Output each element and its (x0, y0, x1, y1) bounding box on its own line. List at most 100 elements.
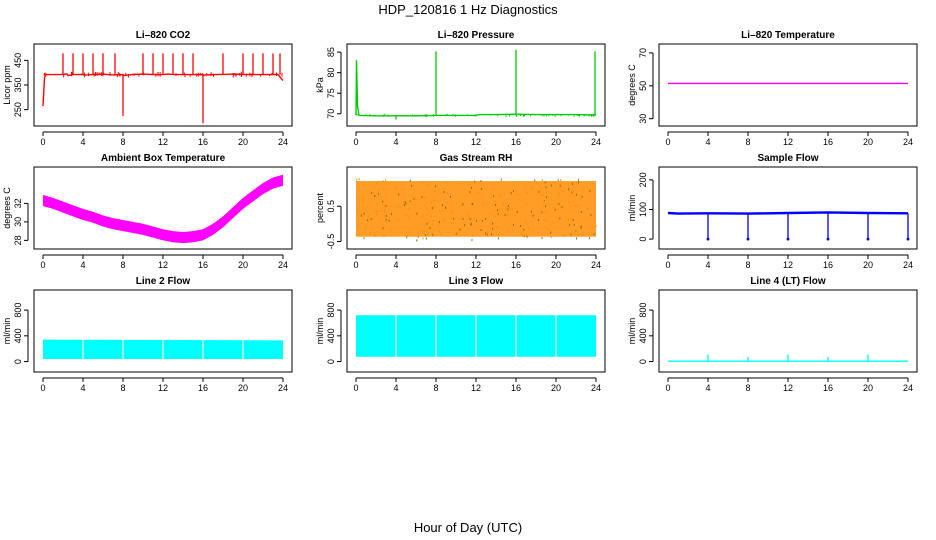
series-point (409, 179, 411, 182)
x-tick-label: 20 (238, 137, 248, 147)
series-point (542, 193, 544, 196)
x-tick-label: 24 (278, 137, 288, 147)
series-point (424, 219, 426, 222)
series-point (372, 186, 374, 189)
series-point (395, 187, 397, 190)
series-point (376, 213, 378, 216)
panel-title: Line 3 Flow (449, 276, 504, 287)
y-tick-label: 100 (638, 202, 648, 217)
y-tick-label: 85 (326, 47, 336, 57)
series-line (355, 60, 597, 117)
series-point (405, 214, 407, 217)
series-point (470, 186, 472, 189)
series-point (554, 208, 556, 211)
series-point (507, 208, 509, 211)
series-point (588, 237, 590, 240)
series-point (866, 237, 870, 241)
series-point (561, 190, 563, 193)
x-tick-label: 8 (120, 137, 125, 147)
plot-area (668, 354, 908, 362)
series-point (470, 222, 472, 225)
series-point (417, 235, 419, 238)
series-point (474, 180, 476, 183)
y-tick-label: 70 (638, 48, 648, 58)
series-point (495, 215, 497, 218)
series-point (498, 208, 500, 211)
y-tick-label: 75 (326, 88, 336, 98)
series-point (573, 223, 575, 226)
series-point (571, 183, 573, 186)
series-point (534, 179, 536, 182)
series-point (367, 215, 369, 218)
series-point (492, 222, 494, 225)
x-tick-label: 4 (705, 383, 710, 393)
panel-title: Gas Stream RH (440, 153, 513, 164)
series-point (559, 217, 561, 220)
series-point (445, 206, 447, 209)
y-tick-label: 450 (13, 53, 23, 68)
series-point (377, 210, 379, 213)
series-point (438, 229, 440, 232)
series-point (532, 214, 534, 217)
panel-3: Li–820 Temperature 0 4 8 12 16 20 24 30 50 70degre… (627, 30, 918, 147)
series-point (489, 213, 491, 216)
series-point (408, 217, 410, 220)
y-tick-label: 800 (326, 303, 336, 318)
x-tick-label: 0 (665, 137, 670, 147)
series-point (706, 237, 710, 241)
y-axis-label: ml/min (2, 318, 12, 345)
y-axis-label: Licor ppm (2, 65, 12, 105)
series-point (362, 200, 364, 203)
series-point (404, 201, 406, 204)
series-point (385, 205, 387, 208)
x-tick-label: 0 (40, 260, 45, 270)
series-point (497, 212, 499, 215)
y-tick-label: 800 (13, 303, 23, 318)
series-point (375, 210, 377, 213)
series-point (469, 217, 471, 220)
series-point (358, 197, 360, 200)
series-point (368, 190, 370, 193)
series-point (504, 214, 506, 217)
series-point (545, 205, 547, 208)
plot-area (356, 314, 596, 358)
x-tick-label: 12 (783, 137, 793, 147)
x-tick-label: 4 (80, 260, 85, 270)
plot-area (43, 338, 283, 360)
series-point (545, 196, 547, 199)
series-point (545, 210, 547, 213)
series-point (432, 233, 434, 236)
series-point (434, 190, 436, 193)
series-point (532, 230, 534, 233)
x-tick-label: 12 (783, 260, 793, 270)
series-point (382, 200, 384, 203)
x-tick-label: 8 (433, 260, 438, 270)
series-point (362, 197, 364, 200)
series-point (550, 231, 552, 234)
series-point (525, 219, 527, 222)
series-point (577, 178, 579, 181)
x-tick-label: 16 (823, 137, 833, 147)
series-point (407, 207, 409, 210)
x-tick-label: 24 (591, 383, 601, 393)
series-point (519, 193, 521, 196)
y-tick-label: 0 (638, 237, 648, 242)
series-point (434, 185, 436, 188)
series-point (421, 182, 423, 185)
series-line (42, 179, 284, 239)
series-point (378, 192, 380, 195)
series-point (497, 237, 499, 240)
x-tick-label: 20 (863, 383, 873, 393)
series-point (416, 239, 418, 242)
series-point (462, 218, 464, 221)
series-point (906, 237, 910, 241)
series-point (390, 229, 392, 232)
x-tick-label: 4 (80, 137, 85, 147)
series-point (581, 187, 583, 190)
series-point (472, 202, 474, 205)
series-point (494, 200, 496, 203)
